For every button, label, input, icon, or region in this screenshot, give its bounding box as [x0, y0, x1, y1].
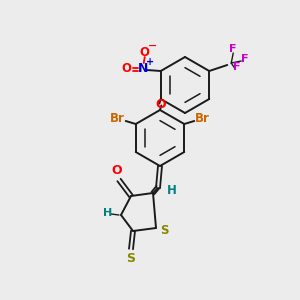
Text: O: O — [155, 98, 166, 111]
Text: O: O — [140, 46, 150, 59]
Text: S: S — [160, 224, 168, 236]
Text: −: − — [148, 41, 158, 51]
Text: F: F — [233, 62, 241, 72]
Text: H: H — [167, 184, 177, 196]
Text: F: F — [230, 44, 237, 54]
Text: Br: Br — [110, 112, 125, 125]
Text: F: F — [242, 54, 249, 64]
Text: N: N — [138, 62, 148, 76]
Text: +: + — [146, 57, 154, 67]
Text: H: H — [103, 208, 112, 218]
Text: O: O — [122, 62, 132, 76]
Text: Br: Br — [195, 112, 210, 125]
Text: O: O — [112, 164, 122, 178]
Text: S: S — [127, 251, 136, 265]
